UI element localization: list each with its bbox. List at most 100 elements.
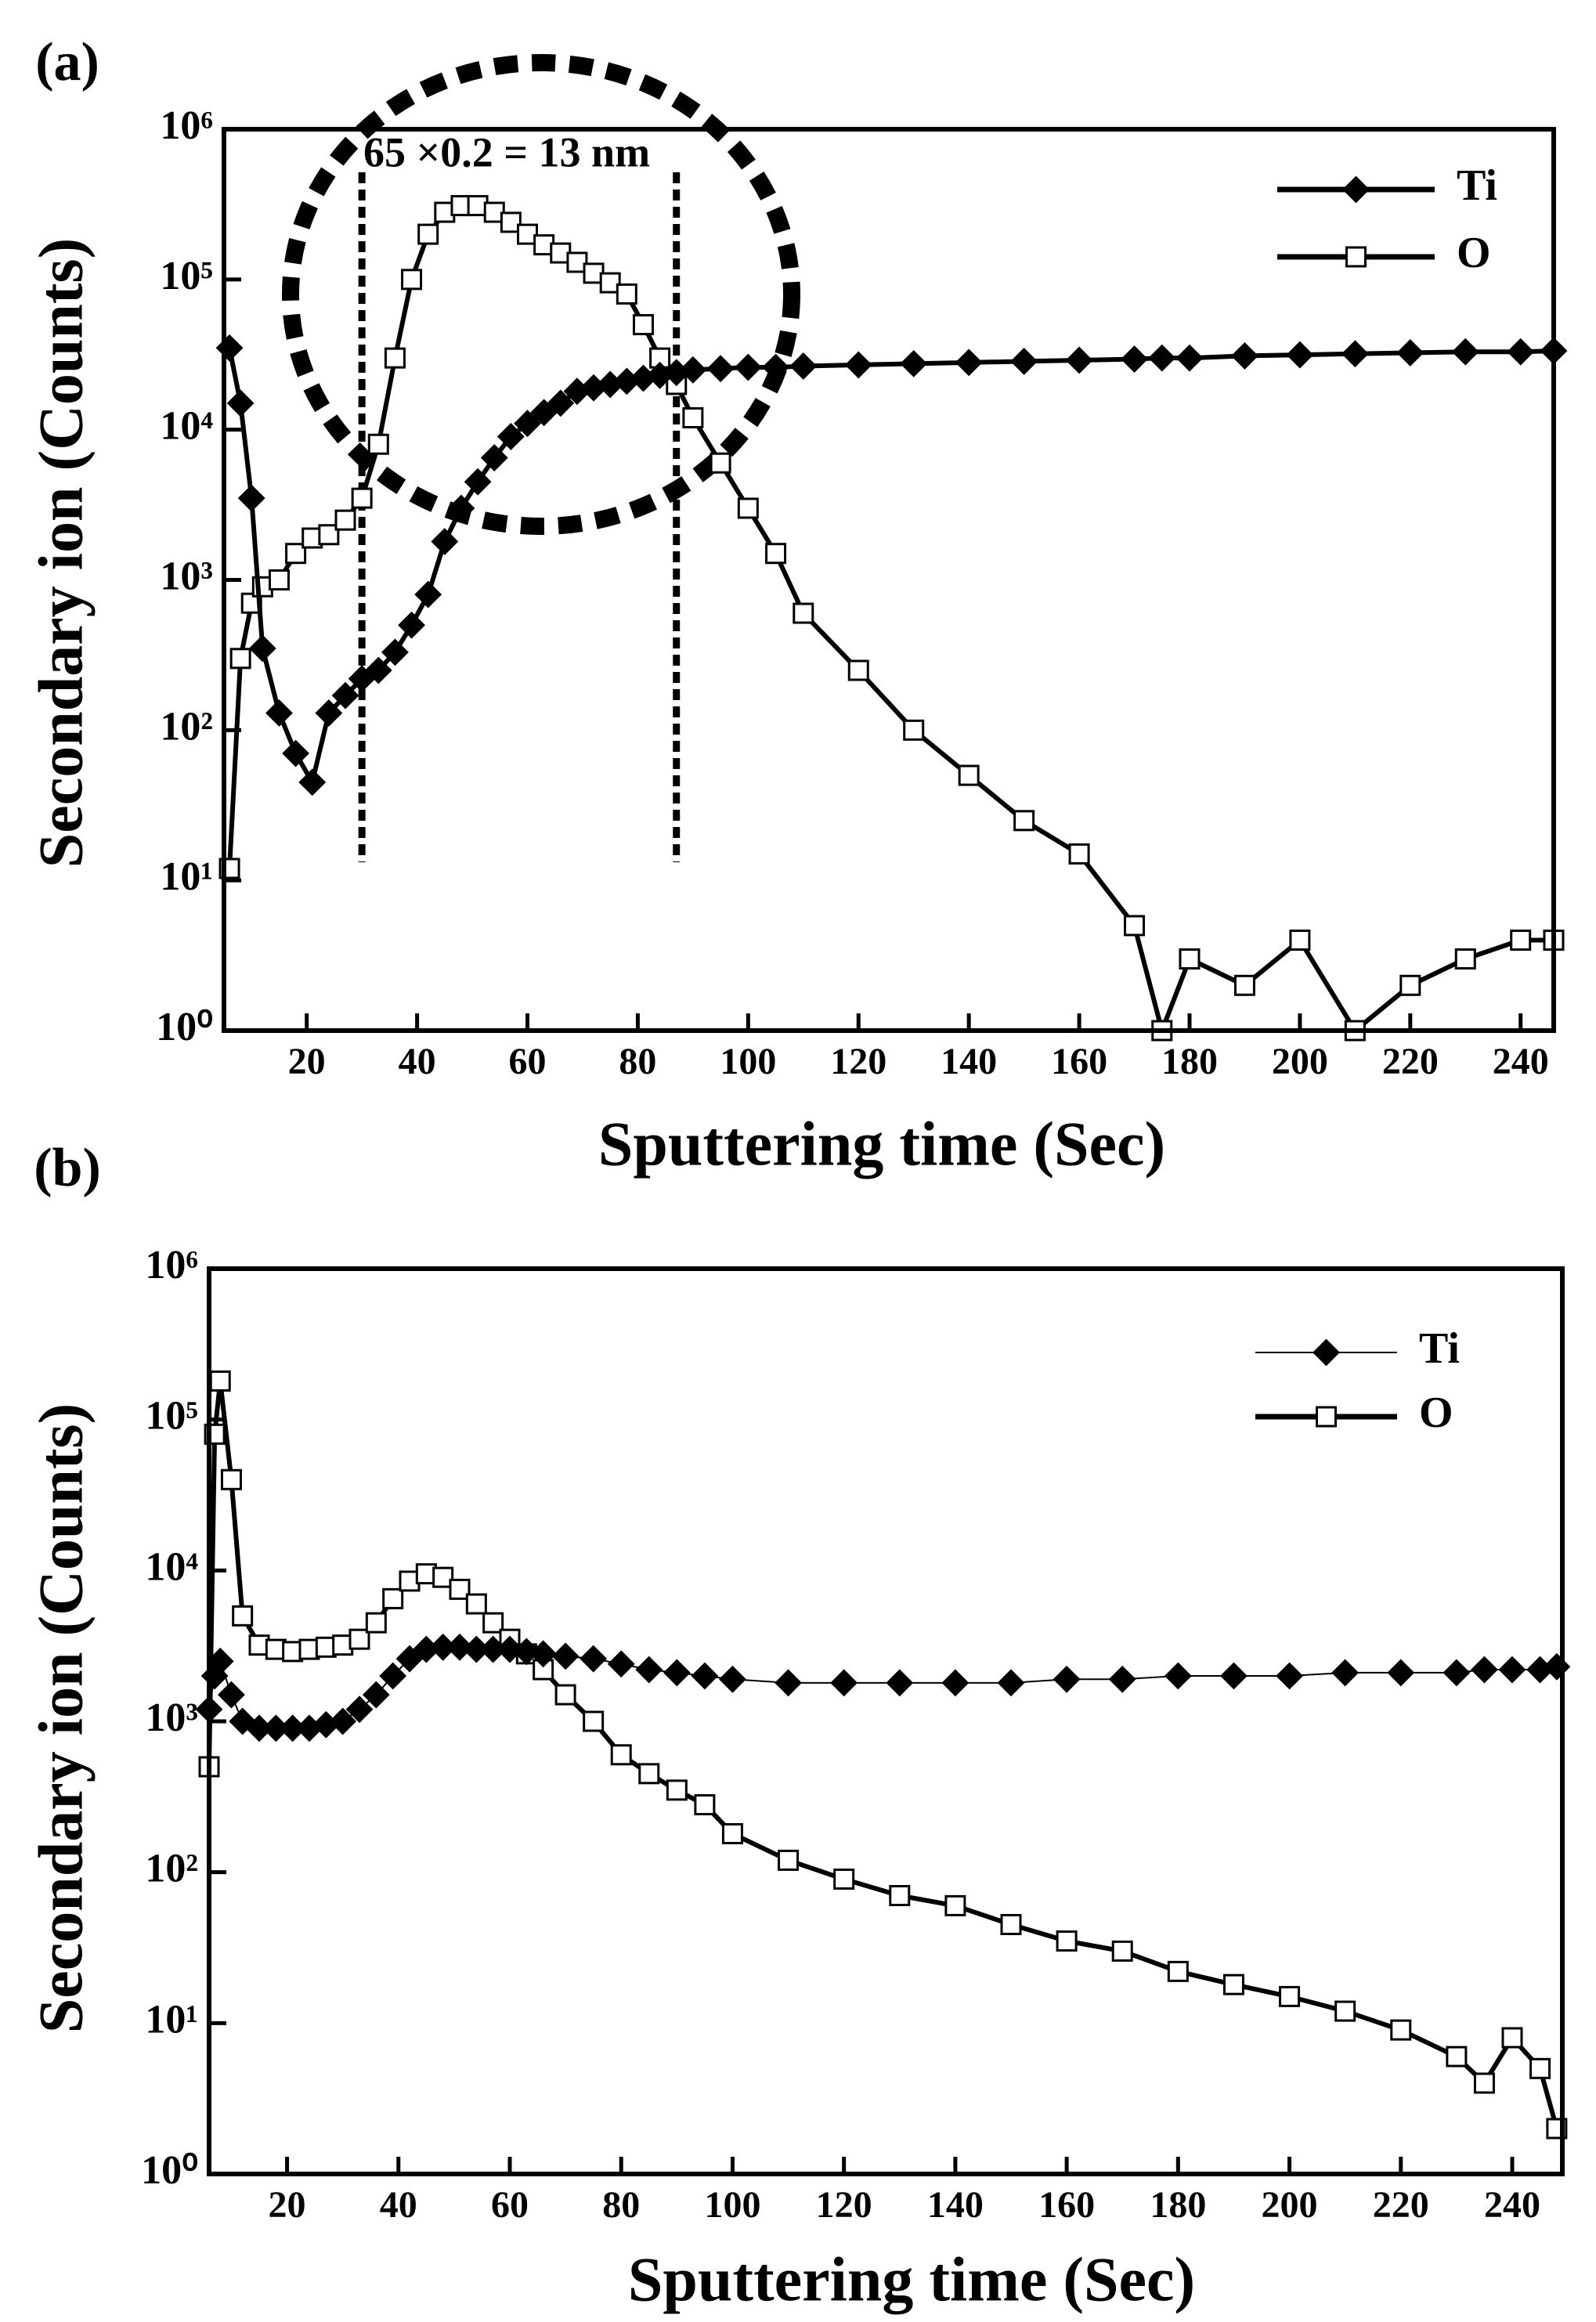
o-marker — [737, 497, 759, 519]
y-tick-label: 10³ — [145, 1695, 198, 1740]
ti-marker — [900, 349, 928, 377]
x-tick-label: 100 — [720, 1041, 776, 1082]
ti-marker — [775, 1669, 802, 1697]
legend-label: Ti — [1457, 161, 1497, 210]
ti-marker — [265, 699, 293, 727]
o-marker — [384, 347, 406, 369]
o-marker — [1068, 843, 1090, 865]
highlight-ellipse — [282, 54, 800, 535]
x-tick-label: 120 — [816, 2184, 872, 2226]
ti-marker — [379, 1662, 407, 1690]
ti-marker — [514, 410, 541, 438]
o-marker — [666, 1779, 688, 1801]
x-tick-label: 40 — [399, 1041, 436, 1082]
o-marker — [1529, 2057, 1551, 2079]
x-tick-label: 220 — [1373, 2184, 1429, 2226]
ti-marker — [1341, 340, 1369, 368]
o-marker — [793, 602, 814, 624]
ti-marker — [706, 355, 735, 383]
o-marker — [833, 1868, 855, 1890]
ti-marker — [1121, 345, 1148, 373]
o-marker — [382, 1587, 404, 1609]
o-marker — [1000, 1913, 1022, 1935]
panel-label: (b) — [34, 1138, 101, 1198]
x-tick-label: 140 — [927, 2184, 984, 2226]
o-marker — [351, 487, 373, 509]
o-marker — [903, 719, 925, 741]
o-marker — [889, 1885, 911, 1907]
y-axis-title: Secondary ion (Counts) — [27, 238, 96, 868]
x-tick-label: 100 — [704, 2184, 760, 2226]
ti-marker — [1396, 339, 1424, 367]
x-tick-label: 60 — [491, 2184, 529, 2226]
o-marker — [616, 283, 637, 305]
legend-label: Ti — [1419, 1324, 1460, 1373]
o-marker — [583, 1710, 605, 1732]
ti-marker — [1276, 1662, 1303, 1690]
o-marker — [401, 269, 423, 291]
o-marker — [268, 569, 290, 590]
o-marker — [710, 452, 731, 474]
o-marker — [1013, 810, 1035, 832]
ti-marker — [844, 351, 872, 379]
ti-marker — [1471, 1656, 1498, 1684]
o-marker — [1501, 2027, 1523, 2049]
o-marker — [682, 406, 704, 428]
ti-marker — [496, 1635, 524, 1663]
ti-marker — [886, 1669, 914, 1697]
o-marker — [1390, 2019, 1412, 2041]
ti-marker — [398, 611, 425, 639]
x-tick-label: 180 — [1161, 1041, 1218, 1082]
ti-marker — [1108, 1665, 1136, 1693]
y-tick-label: 10¹ — [160, 854, 213, 899]
y-tick-label: 10¹ — [145, 1997, 198, 2042]
o-marker — [1279, 1985, 1301, 2007]
ti-marker — [237, 484, 265, 512]
ti-marker — [691, 1662, 719, 1690]
ti-marker — [1498, 1656, 1526, 1684]
plot-frame — [222, 127, 1556, 1033]
ti-marker — [1387, 1659, 1415, 1687]
o-marker — [721, 1822, 743, 1844]
ti-marker — [997, 1669, 1025, 1697]
o-marker — [1179, 948, 1201, 970]
ti-marker — [1286, 341, 1314, 369]
o-marker — [1056, 1930, 1078, 1952]
ti-marker — [362, 1681, 390, 1709]
ti-marker — [635, 1656, 663, 1684]
x-tick-label: 240 — [1484, 2184, 1540, 2226]
ti-marker — [1065, 346, 1093, 374]
ti-marker — [447, 494, 475, 522]
o-marker — [209, 1370, 231, 1392]
o-marker — [610, 1744, 632, 1766]
ti-marker — [1175, 344, 1204, 372]
y-tick-label: 10⁶ — [145, 1243, 198, 1287]
ti-marker — [679, 356, 707, 384]
ti-marker — [248, 634, 276, 663]
ti-marker — [431, 528, 459, 555]
y-tick-label: 10⁶ — [160, 103, 213, 148]
x-tick-label: 200 — [1262, 2184, 1318, 2226]
ti-marker — [512, 1638, 540, 1666]
x-tick-label: 20 — [288, 1041, 326, 1082]
y-tick-label: 10³ — [160, 554, 213, 598]
y-tick-label: 10⁴ — [145, 1544, 198, 1589]
ti-marker — [315, 699, 343, 727]
x-tick-label: 80 — [602, 2184, 640, 2226]
o-marker — [334, 509, 356, 531]
o-marker — [229, 648, 251, 670]
ti-marker — [1010, 347, 1038, 375]
ti-marker — [789, 352, 818, 380]
ti-marker — [663, 1659, 691, 1687]
x-axis-title: Sputtering time (Sec) — [598, 1110, 1165, 1179]
annotation: 65 ×0.2 = 13 nm — [363, 128, 650, 175]
ti-marker — [830, 1669, 858, 1697]
legend-label: O — [1419, 1389, 1453, 1437]
o-marker — [1446, 2046, 1468, 2067]
y-tick-label: 10² — [145, 1847, 198, 1891]
o-marker — [694, 1794, 716, 1816]
legend-marker — [1316, 1406, 1337, 1428]
o-marker — [1233, 974, 1255, 996]
ti-marker — [226, 389, 255, 417]
legend-marker — [1345, 246, 1367, 268]
